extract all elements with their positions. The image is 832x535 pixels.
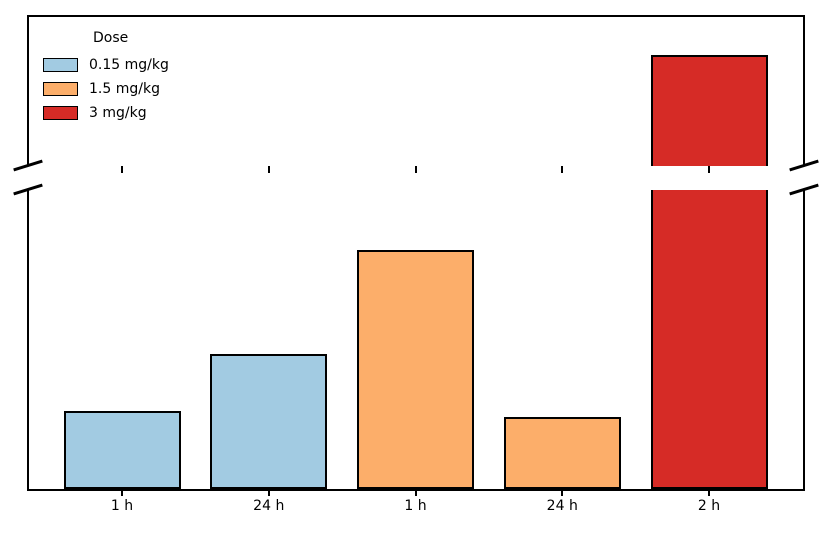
- legend-label: 3 mg/kg: [89, 105, 147, 121]
- legend-label: 1.5 mg/kg: [89, 81, 160, 97]
- legend-title: Dose: [93, 30, 129, 46]
- legend: Dose 0.15 mg/kg 1.5 mg/kg 3 mg/kg: [43, 30, 169, 125]
- lower-x-tick: [414, 489, 417, 496]
- legend-row: 0.15 mg/kg: [43, 53, 169, 77]
- legend-rows: 0.15 mg/kg 1.5 mg/kg 3 mg/kg: [43, 53, 169, 125]
- legend-label: 0.15 mg/kg: [89, 57, 169, 73]
- x-tick-label: 1 h: [404, 498, 427, 514]
- legend-row: 3 mg/kg: [43, 101, 169, 125]
- legend-row: 1.5 mg/kg: [43, 77, 169, 101]
- bar-segment-upper: [650, 55, 768, 166]
- lower-x-tick: [561, 489, 564, 496]
- upper-x-tick: [267, 166, 270, 173]
- upper-x-tick: [414, 166, 417, 173]
- bar: [357, 250, 474, 489]
- upper-x-tick: [121, 166, 123, 173]
- upper-axes-panel: [27, 15, 805, 166]
- bar: [503, 417, 621, 489]
- lower-x-tick: [708, 489, 710, 496]
- x-tick-label: 2 h: [697, 498, 721, 514]
- bar: [210, 354, 328, 489]
- x-tick-label: 24 h: [253, 498, 285, 514]
- legend-swatch: [43, 82, 78, 96]
- bar: [63, 411, 181, 489]
- x-tick-label: 24 h: [546, 498, 578, 514]
- upper-x-tick: [708, 166, 710, 173]
- bar-segment-lower: [650, 190, 768, 489]
- x-tick-label: 1 h: [110, 498, 134, 514]
- lower-x-tick: [121, 489, 123, 496]
- upper-x-tick: [561, 166, 564, 173]
- lower-x-tick: [267, 489, 270, 496]
- legend-swatch: [43, 106, 78, 120]
- legend-swatch: [43, 58, 78, 72]
